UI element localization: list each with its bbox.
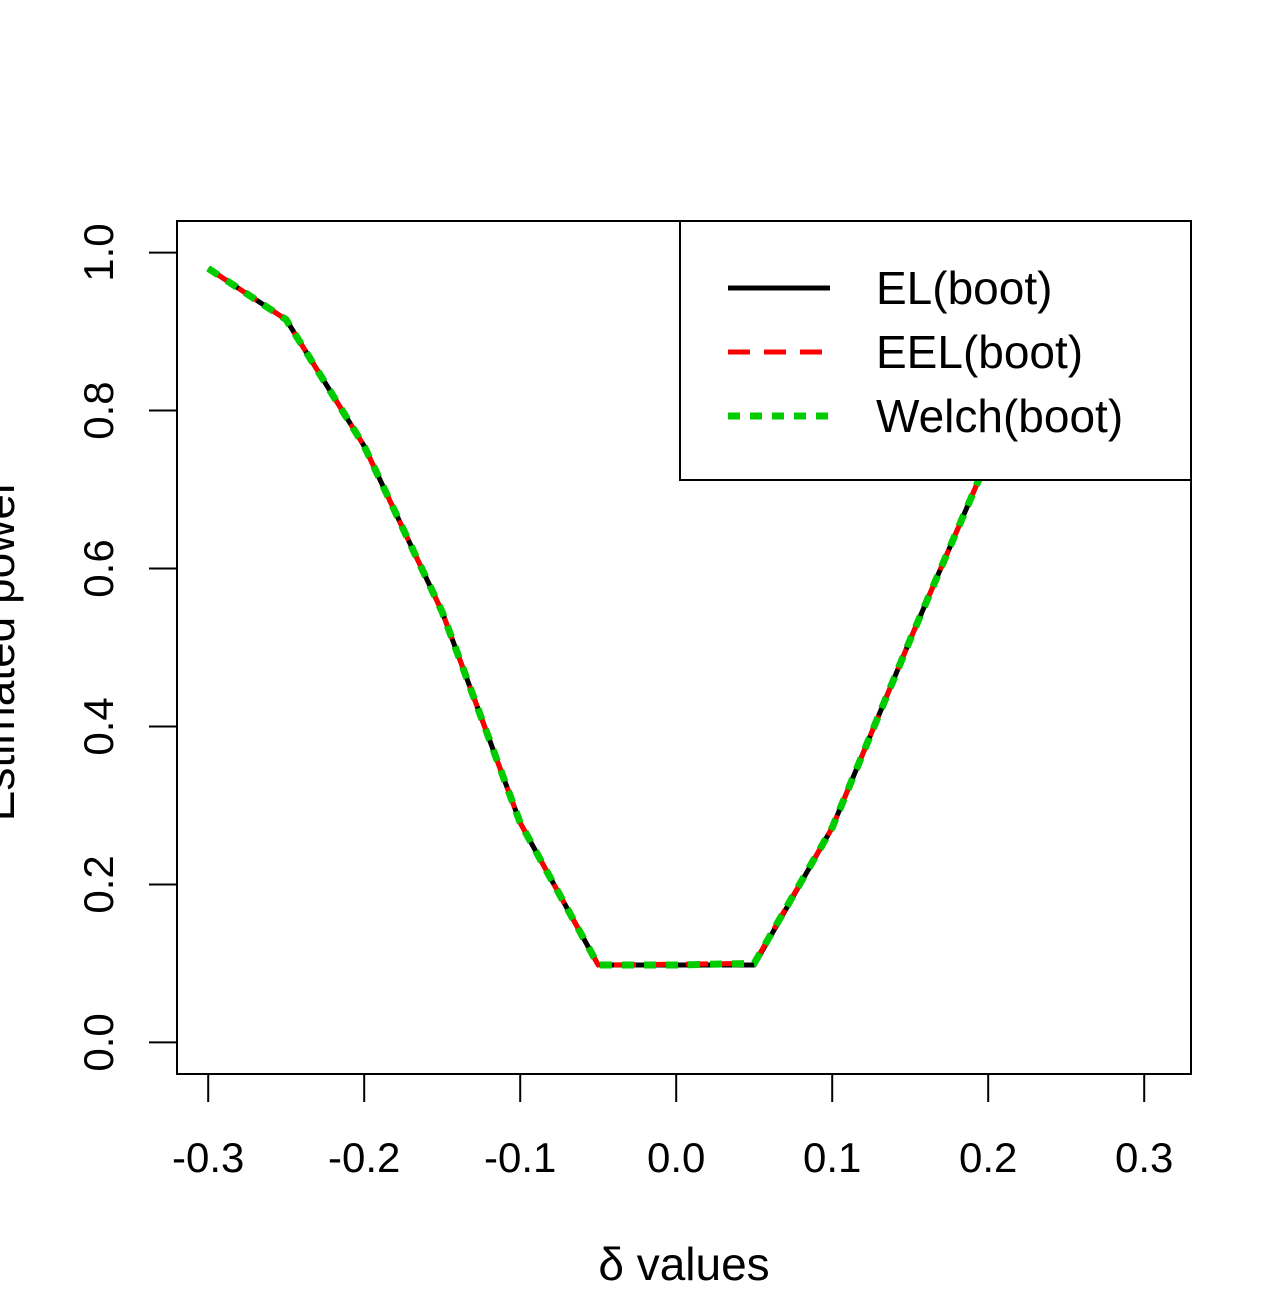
x-tick-label: -0.2 <box>328 1134 400 1181</box>
y-tick-label: 1.0 <box>75 223 122 281</box>
x-tick-label: 0.0 <box>647 1134 705 1181</box>
y-tick-label: 0.4 <box>75 697 122 755</box>
y-tick-label: 0.2 <box>75 855 122 913</box>
x-tick-label: 0.3 <box>1115 1134 1173 1181</box>
y-tick-label: 0.6 <box>75 539 122 597</box>
y-tick-label: 0.0 <box>75 1013 122 1071</box>
legend-label: EL(boot) <box>876 262 1052 314</box>
legend-label: EEL(boot) <box>876 326 1083 378</box>
y-tick-label: 0.8 <box>75 381 122 439</box>
y-axis-label: Estimated power <box>0 479 24 822</box>
x-axis-label: δ values <box>598 1238 769 1290</box>
x-tick-label: -0.3 <box>172 1134 244 1181</box>
x-tick-label: -0.1 <box>484 1134 556 1181</box>
axes: -0.3 -0.2 -0.1 0.0 0.1 0.2 0.3 0.0 0.2 0.4 0.6 0.8 1… <box>75 223 1173 1181</box>
x-tick-label: 0.2 <box>959 1134 1017 1181</box>
legend: EL(boot) EEL(boot) Welch(boot) <box>679 220 1192 481</box>
legend-label: Welch(boot) <box>876 390 1123 442</box>
x-tick-label: 0.1 <box>803 1134 861 1181</box>
